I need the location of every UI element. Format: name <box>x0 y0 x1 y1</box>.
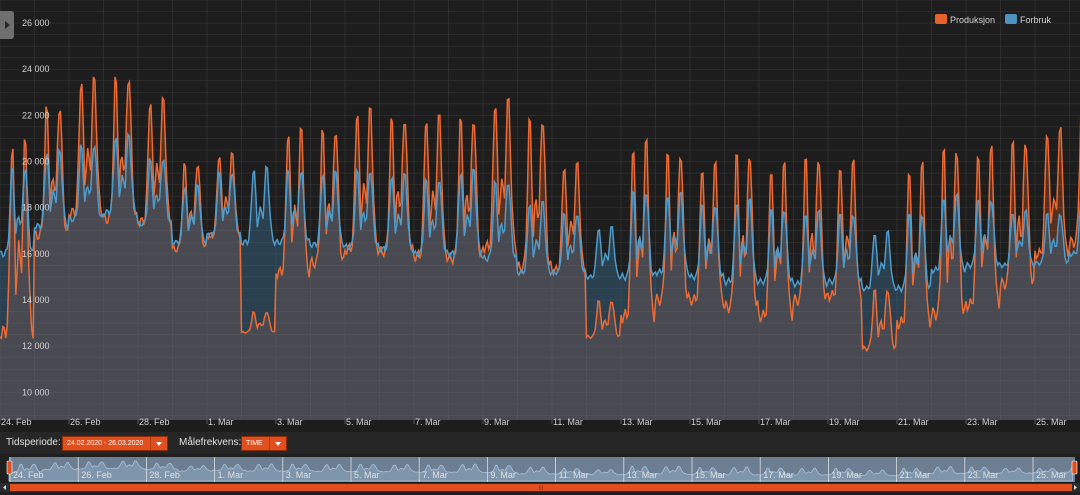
y-tick-label: 10 000 <box>22 387 50 397</box>
navigator-separators <box>9 457 1034 482</box>
x-tick-label: 15. Mar <box>691 417 722 427</box>
x-tick-label: 13. Mar <box>622 417 653 427</box>
legend-label-forbruk: Forbruk <box>1020 15 1052 25</box>
x-tick-label: 1. Mar <box>208 417 234 427</box>
forbruk-swatch <box>1005 14 1017 24</box>
legend-item-produksjon[interactable]: Produksjon <box>935 14 995 25</box>
x-tick-label: 19. Mar <box>829 417 860 427</box>
navigator-label: 15. Mar <box>695 470 726 480</box>
x-tick-label: 5. Mar <box>346 417 372 427</box>
navigator-label: 7. Mar <box>422 470 448 480</box>
navigator-label: 24. Feb <box>13 470 44 480</box>
scrollbar-thumb[interactable] <box>10 484 1072 491</box>
y-tick-label: 26 000 <box>22 18 50 28</box>
frequency-select[interactable]: TIME <box>241 436 287 451</box>
x-tick-label: 3. Mar <box>277 417 303 427</box>
period-select-value: 24.02.2020 - 26.03.2020 <box>67 440 144 447</box>
x-tick-label: 17. Mar <box>760 417 791 427</box>
scroll-right-arrow-icon[interactable] <box>1074 485 1077 490</box>
forbruk-line <box>0 131 1080 294</box>
y-tick-label: 24 000 <box>22 64 50 74</box>
navigator-label: 1. Mar <box>218 470 244 480</box>
y-tick-label: 16 000 <box>22 249 50 259</box>
navigator-label: 21. Mar <box>900 470 931 480</box>
y-axis: 10 000 12 000 14 000 16 000 18 000 20 000 22 0… <box>22 18 50 397</box>
range-navigator[interactable]: 24. Feb 26. Feb 28. Feb 1. Mar 3. Mar 5. Mar 7… <box>0 455 1080 495</box>
frequency-select-value: TIME <box>246 440 263 447</box>
legend-label-produksjon: Produksjon <box>950 15 995 25</box>
navigator-label: 25. Mar <box>1036 470 1067 480</box>
caret-down-icon <box>150 437 167 450</box>
navigator-label: 17. Mar <box>763 470 794 480</box>
x-tick-label: 24. Feb <box>1 417 32 427</box>
navigator-label: 9. Mar <box>490 470 516 480</box>
produksjon-area <box>0 76 1080 420</box>
frequency-label: Målefrekvens: <box>179 437 242 448</box>
y-tick-label: 18 000 <box>22 203 50 213</box>
panel-toggle-tab[interactable] <box>0 11 14 39</box>
y-tick-label: 12 000 <box>22 341 50 351</box>
legend-item-forbruk[interactable]: Forbruk <box>1005 14 1052 25</box>
navigator-label: 28. Feb <box>149 470 180 480</box>
navigator-label: 23. Mar <box>968 470 999 480</box>
forbruk-area <box>0 134 1080 420</box>
main-chart: 10 000 12 000 14 000 16 000 18 000 20 000 22 0… <box>0 0 1080 427</box>
navigator-label: 13. Mar <box>627 470 658 480</box>
x-tick-label: 25. Mar <box>1036 417 1067 427</box>
period-select[interactable]: 24.02.2020 - 26.03.2020 <box>62 436 168 451</box>
legend[interactable]: Produksjon Forbruk <box>935 14 1052 25</box>
chart-controls: Tidsperiode: 24.02.2020 - 26.03.2020 Mål… <box>0 432 1080 454</box>
navigator-labels: 24. Feb 26. Feb 28. Feb 1. Mar 3. Mar 5. Mar 7… <box>13 470 1067 480</box>
caret-down-icon <box>269 437 286 450</box>
produksjon-swatch <box>935 14 947 24</box>
scroll-left-arrow-icon[interactable] <box>3 485 6 490</box>
x-axis: 24. Feb 26. Feb 28. Feb 1. Mar 3. Mar 5. Mar 7… <box>0 417 1067 427</box>
navigator-label: 19. Mar <box>831 470 862 480</box>
navigator-series-area <box>8 460 1074 482</box>
y-tick-label: 22 000 <box>22 110 50 120</box>
x-tick-label: 7. Mar <box>415 417 441 427</box>
x-tick-label: 11. Mar <box>553 417 583 427</box>
navigator-label: 26. Feb <box>81 470 112 480</box>
x-tick-label: 21. Mar <box>898 417 929 427</box>
navigator-left-handle[interactable] <box>6 460 13 475</box>
navigator-label: 5. Mar <box>354 470 380 480</box>
y-tick-label: 14 000 <box>22 295 50 305</box>
chevron-right-icon <box>4 21 10 29</box>
y-tick-label: 20 000 <box>22 157 50 167</box>
x-tick-label: 9. Mar <box>484 417 510 427</box>
x-tick-label: 23. Mar <box>967 417 998 427</box>
x-tick-label: 26. Feb <box>70 417 101 427</box>
x-tick-label: 28. Feb <box>139 417 170 427</box>
navigator-label: 3. Mar <box>286 470 312 480</box>
period-label: Tidsperiode: <box>6 437 61 448</box>
navigator-right-handle[interactable] <box>1071 460 1078 475</box>
scrollbar-grip: III <box>538 486 543 492</box>
navigator-label: 11. Mar <box>559 470 589 480</box>
